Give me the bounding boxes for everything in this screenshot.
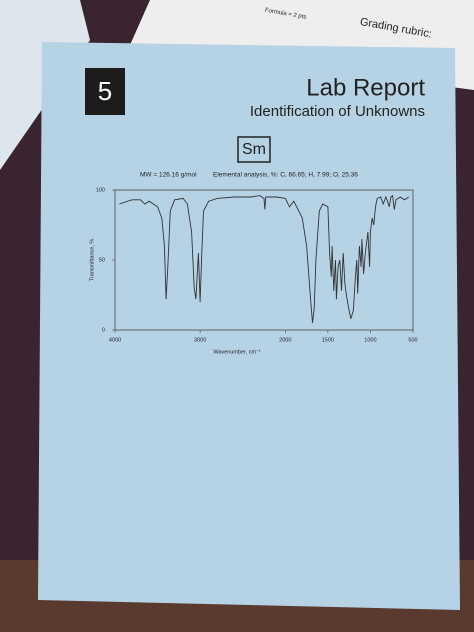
report-number: 5 (98, 76, 112, 106)
report-title: Lab Report (306, 74, 425, 101)
x-tick-label: 1500 (322, 337, 334, 343)
x-tick-label: 500 (408, 337, 417, 343)
x-tick-label: 2000 (279, 337, 291, 343)
y-tick-label: 100 (96, 187, 105, 193)
ir-spectrum: 0 50 100 4000 3000 2000 1500 1000 500 (96, 187, 418, 343)
x-axis-label: Wavenumber, cm⁻¹ (213, 349, 260, 355)
y-tick-label: 50 (99, 257, 105, 263)
x-tick-label: 4000 (109, 337, 121, 343)
elemental-analysis: Elemental analysis, %: C, 66.65; H, 7.99… (213, 172, 358, 179)
unknown-code: Sm (242, 141, 266, 158)
code-box (237, 136, 271, 163)
x-tick-label: 1000 (364, 337, 376, 343)
y-axis-label: Transmittance, % (89, 239, 95, 282)
molecular-weight: MW = 126.16 g/mol (140, 172, 197, 179)
report-subtitle: Identification of Unknowns (250, 103, 425, 120)
report-paper (38, 42, 460, 610)
x-tick-label: 3000 (194, 337, 206, 343)
number-box (85, 68, 125, 115)
y-tick-label: 0 (102, 327, 105, 333)
spectrum-line (119, 194, 409, 324)
